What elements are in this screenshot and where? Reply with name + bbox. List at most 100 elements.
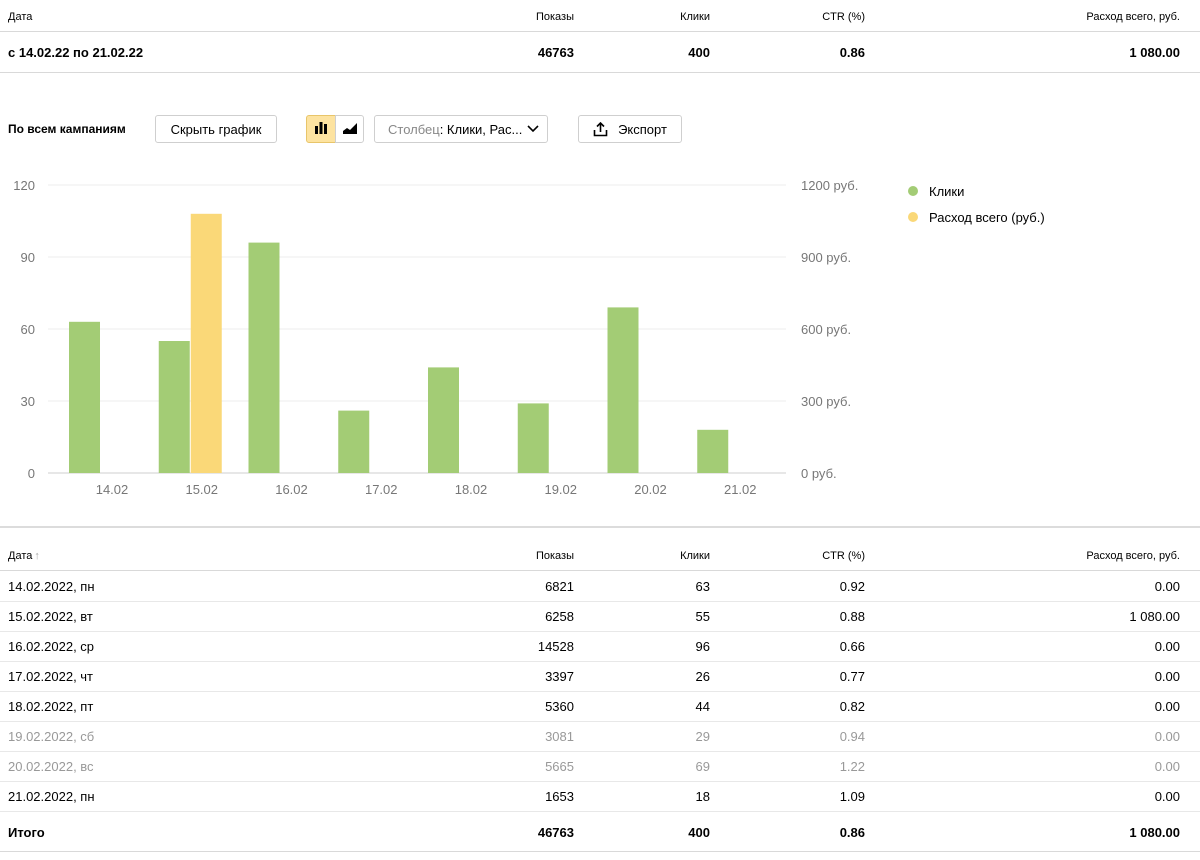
table-row[interactable]: 19.02.2022, сб 3081 29 0.94 0.00 [0,722,1200,752]
cell-date: 15.02.2022, вт [8,609,93,624]
upload-icon [593,121,608,137]
cell-spend: 0.00 [1154,789,1180,804]
sort-asc-icon: ↑ [34,550,40,562]
bar-spend [190,213,222,474]
table-row[interactable]: 15.02.2022, вт 6258 55 0.88 1 080.00 [0,602,1200,632]
bar-clicks [69,321,100,473]
y-left-tick: 120 [13,178,35,193]
total-ctr: 0.86 [839,825,865,840]
y-left-tick: 30 [21,394,35,409]
col-header-date-sortable[interactable]: Дата ↑ [8,550,40,562]
summary-spend: 1 080.00 [1129,45,1180,60]
x-axis-tick: 20.02 [634,482,667,497]
table-row[interactable]: 21.02.2022, пн 1653 18 1.09 0.00 [0,782,1200,812]
campaign-scope-label: По всем кампаниям [8,122,126,136]
x-axis-tick: 16.02 [275,482,308,497]
cell-date: 18.02.2022, пт [8,699,94,714]
legend-item-spend[interactable]: Расход всего (руб.) [908,204,1045,230]
cell-spend: 0.00 [1154,759,1180,774]
bar-clicks [517,403,549,473]
legend-swatch-spend [908,212,918,222]
cell-shows: 6821 [545,579,574,594]
x-axis-tick: 15.02 [185,482,218,497]
chevron-down-icon [527,122,539,137]
col-header-shows[interactable]: Показы [535,550,574,562]
column-select-label: Столбец [388,121,440,137]
y-right-tick: 0 руб. [801,466,837,481]
bar-clicks [248,242,280,473]
table-header: Дата ↑ Показы Клики CTR (%) Расход всего,… [0,543,1200,571]
legend-swatch-clicks [908,186,918,196]
cell-date: 21.02.2022, пн [8,789,95,804]
bar-clicks [697,429,729,473]
x-axis-tick: 17.02 [365,482,398,497]
col-header-clicks[interactable]: Клики [680,550,710,562]
y-left-tick: 90 [21,250,35,265]
table-row[interactable]: 20.02.2022, вс 5665 69 1.22 0.00 [0,752,1200,782]
table-row[interactable]: 14.02.2022, пн 6821 63 0.92 0.00 [0,572,1200,602]
total-shows: 46763 [537,825,574,840]
cell-spend: 0.00 [1154,579,1180,594]
chart-legend: Клики Расход всего (руб.) [908,178,1045,230]
total-label: Итого [8,825,45,840]
bar-chart: 0 0 руб. 30 300 руб. 60 600 руб. 90 900 руб. 120… [0,168,1200,508]
cell-spend: 0.00 [1154,639,1180,654]
summary-clicks: 400 [688,45,710,60]
bar-chart-icon [314,121,328,137]
table-row[interactable]: 17.02.2022, чт 3397 26 0.77 0.00 [0,662,1200,692]
col-header-ctr[interactable]: CTR (%) [822,11,865,23]
cell-ctr: 0.94 [839,729,865,744]
summary-period: с 14.02.22 по 21.02.22 [8,45,144,60]
column-select[interactable]: Столбец: Клики, Рас... [374,115,548,143]
table-row[interactable]: 18.02.2022, пт 5360 44 0.82 0.00 [0,692,1200,722]
cell-ctr: 0.82 [839,699,865,714]
bar-chart-toggle[interactable] [306,115,336,143]
y-left-tick: 0 [28,466,35,481]
cell-ctr: 0.88 [839,609,865,624]
cell-clicks: 26 [695,669,710,684]
cell-clicks: 96 [695,639,710,654]
y-right-tick: 900 руб. [801,250,851,265]
bar-clicks [158,341,190,473]
summary-header: Дата Показы Клики CTR (%) Расход всего, … [0,0,1200,32]
x-axis-tick: 19.02 [544,482,577,497]
cell-clicks: 44 [695,699,710,714]
export-button[interactable]: Экспорт [578,115,682,143]
area-chart-toggle[interactable] [335,115,364,143]
col-header-clicks[interactable]: Клики [680,11,710,23]
col-header-date-label: Дата [8,550,33,562]
col-header-spend[interactable]: Расход всего, руб. [1086,550,1180,562]
cell-clicks: 29 [695,729,710,744]
table-row[interactable]: 16.02.2022, ср 14528 96 0.66 0.00 [0,632,1200,662]
export-label: Экспорт [618,121,667,137]
y-left-tick: 60 [21,322,35,337]
bar-clicks [428,367,459,473]
cell-shows: 3081 [545,729,574,744]
cell-shows: 14528 [537,639,574,654]
col-header-spend[interactable]: Расход всего, руб. [1086,11,1180,23]
cell-date: 16.02.2022, ср [8,639,95,654]
chart-canvas: 0 0 руб. 30 300 руб. 60 600 руб. 90 900 руб. 120… [13,178,858,497]
y-right-tick: 600 руб. [801,322,851,337]
x-axis-tick: 14.02 [96,482,129,497]
total-spend: 1 080.00 [1129,825,1180,840]
summary-row: с 14.02.22 по 21.02.22 46763 400 0.86 1 … [0,33,1200,73]
hide-chart-button[interactable]: Скрыть график [155,115,277,143]
legend-item-clicks[interactable]: Клики [908,178,1045,204]
bar-clicks [338,410,370,473]
total-clicks: 400 [688,825,710,840]
cell-clicks: 18 [695,789,710,804]
cell-date: 14.02.2022, пн [8,579,95,594]
cell-shows: 1653 [545,789,574,804]
col-header-shows[interactable]: Показы [535,11,574,23]
cell-date: 19.02.2022, сб [8,729,95,744]
cell-shows: 6258 [545,609,574,624]
legend-label-clicks: Клики [929,183,965,199]
table-total-row: Итого 46763 400 0.86 1 080.00 [0,814,1200,852]
col-header-date[interactable]: Дата [8,11,33,23]
legend-label-spend: Расход всего (руб.) [929,209,1045,225]
cell-spend: 1 080.00 [1129,609,1180,624]
y-right-tick: 1200 руб. [801,178,858,193]
col-header-ctr[interactable]: CTR (%) [822,550,865,562]
cell-ctr: 1.22 [839,759,865,774]
